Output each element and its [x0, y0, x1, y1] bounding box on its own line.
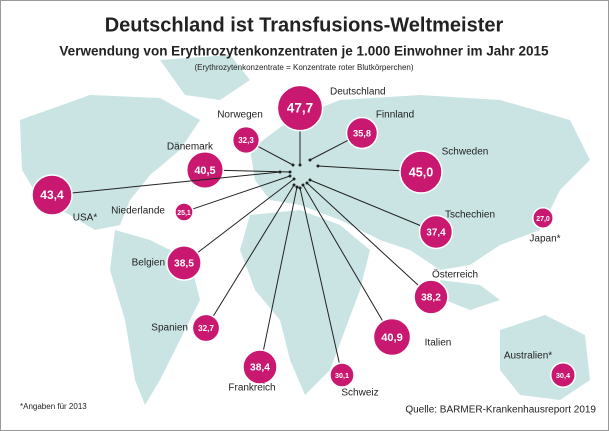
- bubble: [550, 362, 576, 388]
- value-label: 32,7: [198, 324, 214, 333]
- value-label: 45,0: [409, 165, 434, 179]
- connector-dot: [288, 170, 292, 174]
- value-label: 40,5: [194, 165, 215, 177]
- value-label: 30,4: [556, 371, 571, 380]
- connector-dot: [308, 178, 312, 182]
- footnote: *Angaben für 2013: [20, 402, 87, 411]
- value-label: 30,1: [335, 371, 349, 380]
- bubble: [31, 174, 73, 216]
- bubble: [372, 317, 412, 357]
- chart-title: Deutschland ist Transfusions-Weltmeister: [105, 14, 504, 36]
- country-label: Niederlande: [111, 206, 165, 217]
- connector: [317, 165, 401, 172]
- country-label: Schweiz: [341, 388, 378, 399]
- value-label: 38,2: [421, 293, 441, 304]
- connector-dot: [308, 158, 312, 162]
- bubble: [166, 245, 202, 281]
- value-label: 47,7: [287, 101, 313, 116]
- connector: [309, 139, 349, 161]
- connector-dot: [288, 174, 292, 178]
- source: Quelle: BARMER-Krankenhausreport 2019: [405, 405, 596, 416]
- bubble: [413, 279, 449, 315]
- country-label: Schweden: [442, 147, 489, 158]
- bubble: [532, 207, 554, 229]
- bubble: [174, 202, 194, 222]
- connector: [192, 175, 291, 210]
- bubbles: 47,7 Deutschland 32,3 Norwegen 35,8 Finnland 4…: [31, 84, 576, 399]
- country-label: Australien*: [504, 351, 552, 362]
- connector: [309, 179, 421, 227]
- connector-dot: [292, 183, 296, 187]
- connector: [302, 184, 384, 322]
- country-label: Österreich: [432, 269, 478, 281]
- value-label: 27,0: [536, 216, 550, 223]
- chart-subtitle: Verwendung von Erythrozytenkonzentraten …: [59, 44, 549, 59]
- country-label: Dänemark: [167, 142, 214, 153]
- bubble: [191, 313, 221, 343]
- country-label: Japan*: [529, 234, 560, 245]
- connector-dot: [295, 185, 299, 189]
- bubble: [345, 116, 379, 150]
- connector: [212, 184, 295, 317]
- value-label: 43,4: [40, 188, 64, 202]
- value-label: 25,1: [177, 210, 191, 217]
- bubble: [399, 150, 443, 194]
- connector-dot: [278, 170, 282, 174]
- connector: [197, 178, 295, 254]
- bubble: [231, 125, 261, 155]
- connector-dot: [298, 163, 302, 167]
- value-label: 35,8: [353, 128, 371, 138]
- connector-dot: [291, 163, 295, 167]
- connector: [257, 145, 294, 166]
- connector: [262, 186, 298, 351]
- chart-note: (Erythrozytenkonzentrate = Konzentrate r…: [195, 63, 414, 72]
- connector: [306, 182, 419, 286]
- country-label: Tschechien: [445, 210, 495, 221]
- bubble: [185, 150, 225, 190]
- bubble: [418, 214, 454, 250]
- country-label: Spanien: [151, 323, 188, 334]
- bubble: [329, 362, 355, 388]
- bubble: [276, 84, 324, 132]
- connector: [71, 171, 281, 194]
- country-label: Frankreich: [228, 383, 275, 394]
- connector-dot: [305, 181, 309, 185]
- country-label: USA*: [73, 213, 98, 224]
- country-label: Italien: [425, 338, 452, 349]
- connector-dot: [298, 186, 302, 190]
- country-label: Finnland: [376, 110, 414, 121]
- connector-dot: [301, 183, 305, 187]
- country-label: Deutschland: [330, 87, 386, 98]
- value-label: 38,4: [250, 363, 270, 374]
- connector-dot: [316, 164, 320, 168]
- value-label: 38,5: [174, 259, 194, 270]
- value-label: 32,3: [238, 136, 254, 145]
- connector: [299, 187, 340, 364]
- country-label: Norwegen: [217, 110, 263, 121]
- value-label: 40,9: [381, 332, 403, 344]
- country-label: Belgien: [132, 258, 165, 269]
- value-label: 37,4: [426, 228, 446, 239]
- bubble: [242, 349, 278, 385]
- connector-dot: [292, 177, 296, 181]
